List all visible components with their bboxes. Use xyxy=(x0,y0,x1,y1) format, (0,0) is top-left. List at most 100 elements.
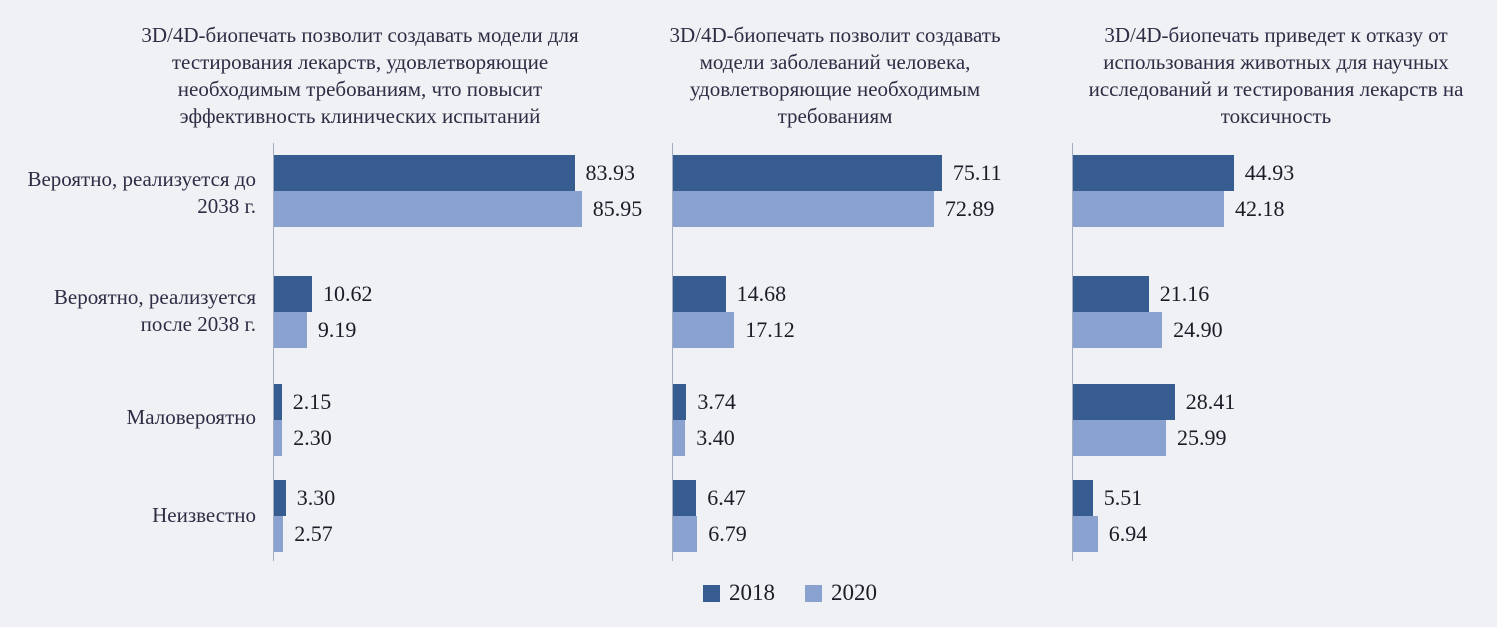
bar-2018 xyxy=(1073,155,1234,191)
bar-group: 3.74 3.40 xyxy=(673,384,1040,456)
bar-2018 xyxy=(274,155,575,191)
bar-row-2020: 17.12 xyxy=(673,312,1040,348)
panel-2-title: 3D/4D-биопечать позволит создавать модел… xyxy=(669,23,1001,128)
bar-value-label: 17.12 xyxy=(745,317,795,342)
bar-2018 xyxy=(1073,480,1093,516)
panel-2-plot-area: 75.11 72.89 14.68 17.12 3.74 3.40 6.47 6.79 xyxy=(672,143,1040,561)
bar-2018 xyxy=(274,384,282,420)
bar-2018 xyxy=(274,480,286,516)
bar-group: 6.47 6.79 xyxy=(673,480,1040,552)
panel-3-plot-area: 44.93 42.18 21.16 24.90 28.41 25.99 5.51 6.94 xyxy=(1072,143,1493,561)
bar-value-label: 28.41 xyxy=(1185,389,1236,414)
bar-2020 xyxy=(274,516,284,552)
bar-row-2020: 3.40 xyxy=(673,420,1040,456)
bar-row-2020: 25.99 xyxy=(1073,420,1493,456)
category-label-unlikely: Маловероятно xyxy=(126,405,256,429)
bar-value-label: 44.93 xyxy=(1244,160,1295,185)
bar-row-2018: 3.74 xyxy=(673,384,1040,420)
legend-label-2020: 2020 xyxy=(831,580,877,605)
bar-2020 xyxy=(673,516,698,552)
bar-value-label: 6.47 xyxy=(707,485,746,510)
bar-value-label: 72.89 xyxy=(944,196,995,221)
bar-row-2020: 6.79 xyxy=(673,516,1040,552)
legend: 2018 2020 xyxy=(620,579,960,607)
bar-row-2020: 85.95 xyxy=(274,191,643,227)
bar-2020 xyxy=(274,420,283,456)
legend-label-2018: 2018 xyxy=(729,580,775,605)
bar-2020 xyxy=(274,312,307,348)
bar-2018 xyxy=(1073,276,1149,312)
bar-value-label: 42.18 xyxy=(1235,196,1285,221)
bar-2018 xyxy=(673,276,726,312)
bar-row-2020: 2.30 xyxy=(274,420,640,456)
bar-value-label: 2.15 xyxy=(292,389,332,414)
bar-value-label: 21.16 xyxy=(1159,281,1210,306)
bar-row-2018: 28.41 xyxy=(1073,384,1493,420)
bar-value-label: 10.62 xyxy=(323,281,373,306)
bar-2020 xyxy=(1073,191,1224,227)
bar-2018 xyxy=(673,155,942,191)
bar-2018 xyxy=(1073,384,1175,420)
bar-group: 2.15 2.30 xyxy=(274,384,640,456)
legend-swatch-2018-icon xyxy=(703,584,720,602)
bar-row-2020: 24.90 xyxy=(1073,312,1493,348)
bar-group: 21.16 24.90 xyxy=(1073,276,1493,348)
bar-group: 3.30 2.57 xyxy=(274,480,640,552)
bar-2020 xyxy=(274,191,582,227)
bar-2020 xyxy=(673,420,686,456)
bar-row-2018: 10.62 xyxy=(274,276,640,312)
bar-row-2018: 6.47 xyxy=(673,480,1040,516)
bar-group: 28.41 25.99 xyxy=(1073,384,1493,456)
bar-row-2018: 14.68 xyxy=(673,276,1040,312)
legend-item-2020: 2020 xyxy=(805,579,877,607)
bar-value-label: 24.90 xyxy=(1173,317,1223,342)
bar-group: 44.93 42.18 xyxy=(1073,155,1493,227)
bar-2020 xyxy=(673,191,934,227)
bar-2020 xyxy=(1073,420,1166,456)
bar-row-2020: 6.94 xyxy=(1073,516,1493,552)
category-label-likely-after-2038: Вероятно, реализуется после 2038 г. xyxy=(53,285,256,336)
bar-value-label: 6.94 xyxy=(1108,521,1148,546)
bar-2018 xyxy=(274,276,312,312)
bar-row-2018: 3.30 xyxy=(274,480,640,516)
bar-group: 10.62 9.19 xyxy=(274,276,640,348)
bar-value-label: 5.51 xyxy=(1103,485,1143,510)
bar-value-label: 3.74 xyxy=(697,389,736,414)
bar-2020 xyxy=(1073,312,1163,348)
bar-value-label: 75.11 xyxy=(952,160,1002,185)
bar-2020 xyxy=(673,312,735,348)
bar-value-label: 3.40 xyxy=(696,425,735,450)
bar-value-label: 83.93 xyxy=(585,160,636,185)
legend-swatch-2020-icon xyxy=(805,584,822,602)
bar-2020 xyxy=(1073,516,1098,552)
bar-value-label: 14.68 xyxy=(736,281,787,306)
bar-row-2018: 83.93 xyxy=(274,155,640,191)
bar-value-label: 2.30 xyxy=(293,425,332,450)
panel-3-title: 3D/4D-биопечать приведет к отказу от исп… xyxy=(1088,23,1464,128)
bar-row-2020: 9.19 xyxy=(274,312,640,348)
panel-1-title: 3D/4D-биопечать позволит создавать модел… xyxy=(141,23,579,128)
bar-value-label: 2.57 xyxy=(294,521,333,546)
bar-group: 83.93 85.95 xyxy=(274,155,643,227)
bar-2018 xyxy=(673,480,697,516)
bar-value-label: 9.19 xyxy=(317,317,357,342)
bar-row-2018: 75.11 xyxy=(673,155,1040,191)
panel-1-plot-area: 83.93 85.95 10.62 9.19 2.15 2.30 3.30 2.57 xyxy=(273,143,643,561)
bar-group: 14.68 17.12 xyxy=(673,276,1040,348)
bar-row-2020: 42.18 xyxy=(1073,191,1493,227)
bar-group: 5.51 6.94 xyxy=(1073,480,1493,552)
bar-2018 xyxy=(673,384,687,420)
bar-row-2018: 2.15 xyxy=(274,384,640,420)
category-label-likely-before-2038: Вероятно, реализуется до 2038 г. xyxy=(27,167,256,218)
bar-row-2020: 2.57 xyxy=(274,516,640,552)
bar-group: 75.11 72.89 xyxy=(673,155,1040,227)
bar-value-label: 6.79 xyxy=(708,521,747,546)
bar-value-label: 85.95 xyxy=(592,196,643,221)
bar-row-2018: 21.16 xyxy=(1073,276,1493,312)
bar-row-2018: 5.51 xyxy=(1073,480,1493,516)
legend-item-2018: 2018 xyxy=(703,579,775,607)
bar-value-label: 3.30 xyxy=(296,485,336,510)
bar-row-2020: 72.89 xyxy=(673,191,1040,227)
category-label-unknown: Неизвестно xyxy=(152,503,256,527)
